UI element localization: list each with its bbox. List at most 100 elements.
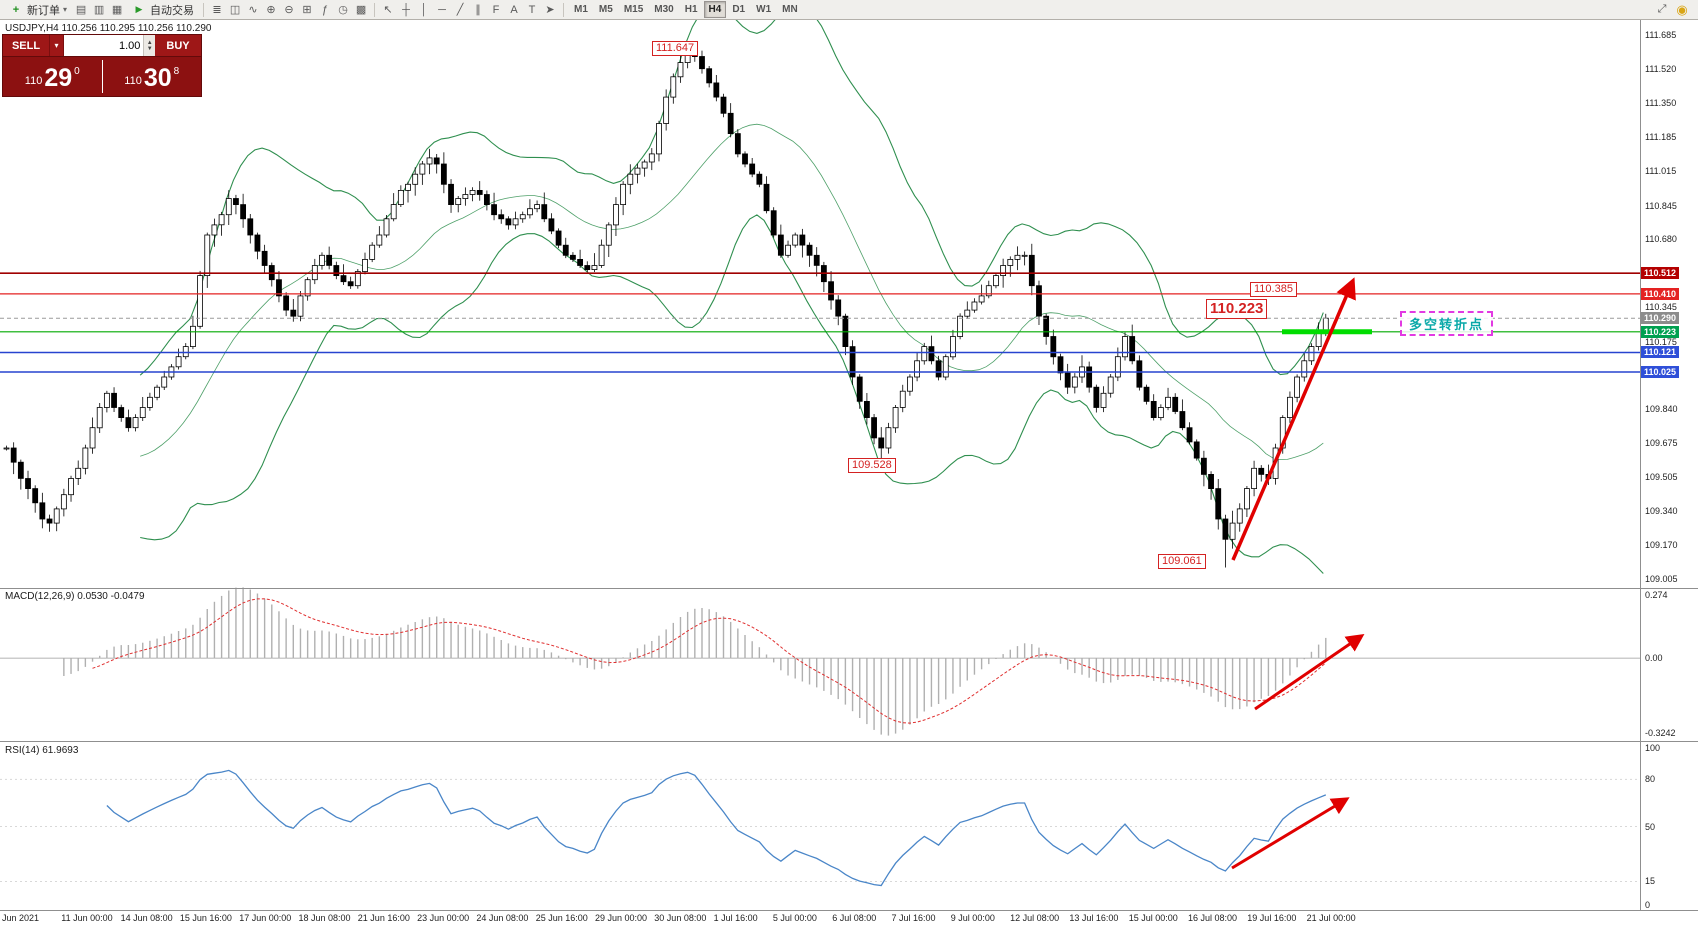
trendline-icon[interactable]: ╱ xyxy=(456,4,464,16)
market-watch-icon[interactable]: ▤ xyxy=(75,4,87,16)
chart-price-label[interactable]: 111.647 xyxy=(652,41,699,57)
timeframe-button-d1[interactable]: D1 xyxy=(732,4,746,15)
candle-body xyxy=(806,244,813,256)
chart-price-label[interactable]: 109.528 xyxy=(848,458,896,474)
candle-body xyxy=(598,244,605,266)
time-label: 17 Jun 00:00 xyxy=(239,913,292,923)
autotrade-button[interactable]: ▶ 自动交易 xyxy=(127,1,198,19)
candle-body xyxy=(512,218,519,226)
time-label: 19 Jul 16:00 xyxy=(1247,913,1297,923)
candlestick-icon[interactable]: ◫ xyxy=(229,4,241,16)
vertical-line-icon[interactable]: │ xyxy=(420,3,428,16)
candle-body xyxy=(68,478,74,496)
trend-arrow[interactable] xyxy=(1231,797,1350,870)
candle-body xyxy=(390,204,397,220)
chart-price-label[interactable]: 109.061 xyxy=(1158,553,1206,569)
candle-body xyxy=(1064,372,1071,388)
candle-body xyxy=(154,386,160,398)
candle-body xyxy=(75,467,82,479)
candle-body xyxy=(304,279,311,297)
candle-body xyxy=(25,478,31,490)
candle-body xyxy=(1308,346,1315,362)
candle-body xyxy=(756,173,763,185)
price-tick: 111.685 xyxy=(1645,30,1677,41)
candle-body xyxy=(1036,285,1042,317)
full-screen-icon[interactable]: ⤢ xyxy=(1657,3,1667,15)
candle-body xyxy=(985,285,992,297)
rsi-axis-label: 50 xyxy=(1645,821,1656,832)
candle-body xyxy=(1007,258,1014,266)
bid-price-big: 29 xyxy=(44,64,73,92)
candle-body xyxy=(469,189,476,195)
candle-body xyxy=(498,214,505,220)
timeframe-button-w1[interactable]: W1 xyxy=(756,4,772,15)
zoom-in-icon[interactable]: ⊕ xyxy=(266,4,276,16)
price-tick: 111.015 xyxy=(1645,166,1677,177)
indicators-icon[interactable]: ƒ xyxy=(321,3,329,16)
candle-body xyxy=(1050,336,1057,358)
timeframe-button-h4[interactable]: H4 xyxy=(703,1,727,18)
label-icon[interactable]: T xyxy=(528,3,536,16)
bar-chart-icon[interactable]: ≣ xyxy=(212,4,222,16)
horizontal-line-icon[interactable]: ─ xyxy=(438,3,446,16)
bid-price[interactable]: 110 29 0 xyxy=(3,57,102,96)
trend-arrow[interactable] xyxy=(1254,633,1365,711)
price-level-lines xyxy=(0,272,1640,373)
candle-body xyxy=(907,376,913,392)
app-logo-icon[interactable]: ◉ xyxy=(1676,1,1688,17)
sell-dropdown-icon[interactable]: ▾ xyxy=(49,35,64,56)
candle-body xyxy=(706,68,713,84)
timeframe-button-m15[interactable]: M15 xyxy=(623,4,644,15)
timeframe-button-mn[interactable]: MN xyxy=(782,4,798,15)
chart-price-label[interactable]: 110.385 xyxy=(1250,281,1297,297)
candle-body xyxy=(376,234,383,246)
pane-separator[interactable] xyxy=(0,588,1698,589)
trend-arrow[interactable] xyxy=(1231,277,1356,561)
cursor-icon[interactable]: ↖ xyxy=(383,4,393,16)
pane-separator[interactable] xyxy=(0,741,1698,742)
timeframe-button-h1[interactable]: H1 xyxy=(684,4,698,15)
fibonacci-icon[interactable]: F xyxy=(492,3,500,16)
pivot-point-label[interactable]: 多空转折点 xyxy=(1400,311,1494,337)
candle-body xyxy=(742,153,748,165)
time-label: 25 Jun 16:00 xyxy=(535,913,588,923)
candle-body xyxy=(971,301,978,311)
tile-windows-icon[interactable]: ⊞ xyxy=(302,4,312,16)
timeframe-button-m1[interactable]: M1 xyxy=(574,4,588,15)
candle-body xyxy=(276,279,282,297)
candle-body xyxy=(763,183,770,212)
autotrade-label: 自动交易 xyxy=(150,4,195,17)
zoom-out-icon[interactable]: ⊖ xyxy=(284,4,294,16)
candle-body xyxy=(713,82,720,98)
line-chart-icon[interactable]: ∿ xyxy=(248,4,258,16)
candle-body xyxy=(899,390,906,408)
candle-body xyxy=(1122,336,1128,358)
arrows-icon[interactable]: ➤ xyxy=(545,4,555,16)
periods-icon[interactable]: ◷ xyxy=(338,4,348,16)
chart-window-icon[interactable]: ▥ xyxy=(93,4,105,16)
candle-body xyxy=(1014,254,1021,260)
ask-price-big: 30 xyxy=(143,64,172,92)
trend-arrows xyxy=(1231,277,1365,870)
crosshair-icon[interactable]: ┼ xyxy=(402,3,410,16)
buy-button[interactable]: BUY xyxy=(155,35,201,56)
volume-stepper[interactable]: ▲ ▼ xyxy=(143,35,155,56)
channel-icon[interactable]: ∥ xyxy=(475,4,481,16)
text-icon[interactable]: A xyxy=(510,3,518,16)
timeframe-button-m30[interactable]: M30 xyxy=(654,4,674,15)
candle-body xyxy=(17,461,24,479)
new-order-button[interactable]: + 新订单 ▾ xyxy=(4,1,71,19)
ask-price[interactable]: 110 30 8 xyxy=(103,57,202,96)
timeframe-button-m5[interactable]: M5 xyxy=(598,4,613,15)
chevron-down-icon: ▾ xyxy=(63,5,68,14)
sell-button[interactable]: SELL xyxy=(3,35,49,56)
chart-price-label[interactable]: 110.223 xyxy=(1206,299,1268,320)
rsi-axis-label: 100 xyxy=(1645,743,1661,753)
navigator-icon[interactable]: ▦ xyxy=(111,4,123,16)
volume-input[interactable] xyxy=(64,35,144,56)
candle-body xyxy=(491,204,497,216)
templates-icon[interactable]: ▩ xyxy=(355,4,367,16)
candle-body xyxy=(727,112,734,135)
